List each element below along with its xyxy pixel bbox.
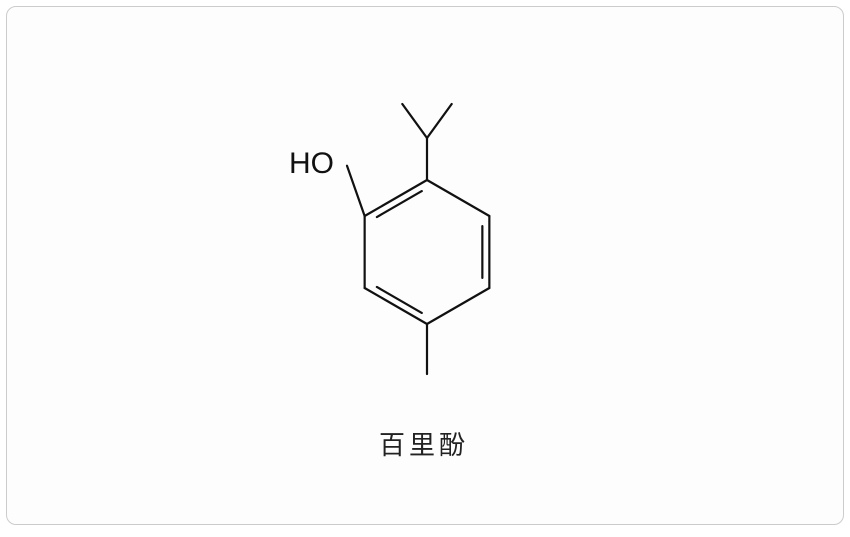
compound-caption: 百里酚 bbox=[379, 425, 469, 462]
diagram-card: HO 百里酚 bbox=[6, 6, 844, 525]
hydroxyl-label: HO bbox=[289, 147, 334, 181]
